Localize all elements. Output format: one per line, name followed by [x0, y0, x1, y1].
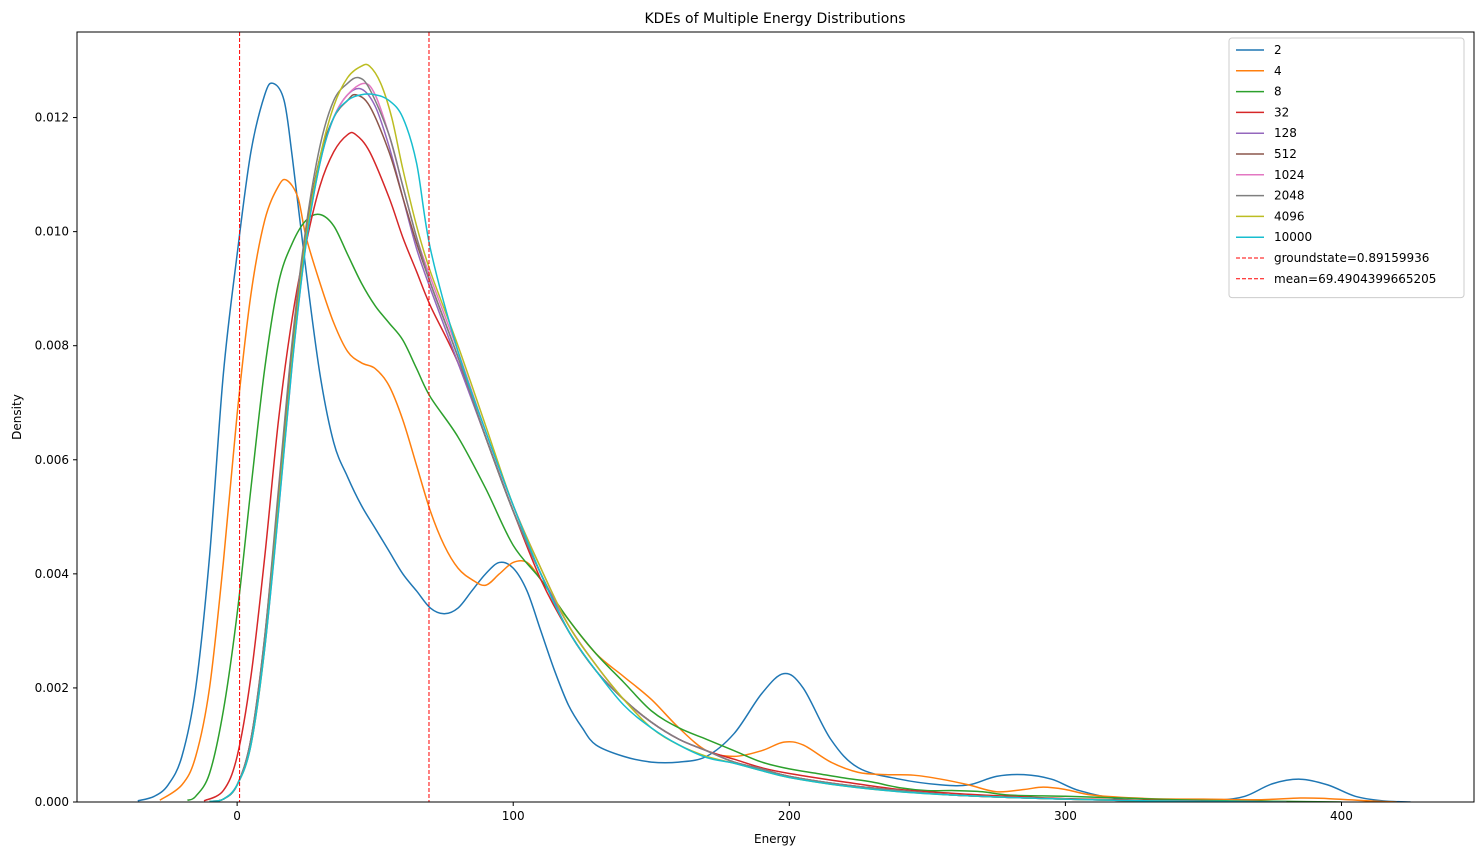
legend-label: 1024 [1274, 168, 1305, 182]
y-tick-label: 0.002 [35, 681, 69, 695]
x-tick-label: 100 [502, 809, 525, 823]
legend-label: groundstate=0.89159936 [1274, 251, 1429, 265]
legend-label: 32 [1274, 105, 1289, 119]
series-line-8 [187, 213, 1342, 802]
legend-label: 4 [1274, 64, 1282, 78]
x-tick-label: 400 [1330, 809, 1353, 823]
x-axis-label: Energy [754, 832, 796, 846]
x-tick-label: 300 [1054, 809, 1077, 823]
x-tick-label: 200 [778, 809, 801, 823]
y-tick-label: 0.012 [35, 111, 69, 125]
series-line-10000 [209, 93, 1287, 802]
y-axis-label: Density [10, 394, 24, 440]
legend-label: 10000 [1274, 230, 1312, 244]
legend: 2 4 8 32 128 512 1024 2048 4096 10000 groundstate=… [1228, 37, 1465, 299]
legend-label: 2048 [1274, 189, 1305, 203]
series-line-512 [209, 93, 1287, 802]
series-line-128 [209, 87, 1287, 802]
plot-area [137, 32, 1411, 802]
axis-ticks: 0 100 200 300 400 0.000 0.002 0.004 0.006 0.008 0.… [35, 111, 1353, 823]
axes-frame [76, 31, 1475, 803]
y-tick-label: 0.000 [35, 795, 69, 809]
series-line-2048 [209, 76, 1287, 802]
series-line-2 [137, 82, 1411, 802]
legend-label: 512 [1274, 147, 1297, 161]
legend-label: mean=69.4904399665205 [1274, 272, 1436, 286]
legend-box [1228, 37, 1465, 299]
y-tick-label: 0.006 [35, 453, 69, 467]
x-tick-label: 0 [233, 809, 241, 823]
legend-label: 2 [1274, 43, 1282, 57]
series-line-4 [159, 178, 1397, 802]
y-tick-label: 0.010 [35, 225, 69, 239]
legend-label: 8 [1274, 85, 1282, 99]
y-tick-label: 0.004 [35, 567, 69, 581]
series-line-4096 [209, 63, 1287, 802]
y-tick-label: 0.008 [35, 339, 69, 353]
chart-title: KDEs of Multiple Energy Distributions [645, 11, 906, 27]
series-line-1024 [209, 82, 1287, 802]
legend-label: 4096 [1274, 209, 1305, 223]
series-line-32 [203, 131, 1287, 802]
legend-label: 128 [1274, 126, 1297, 140]
